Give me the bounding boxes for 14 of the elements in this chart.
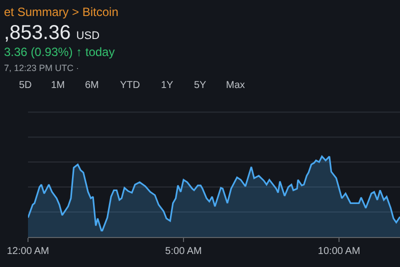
text: 1M bbox=[51, 80, 65, 91]
x-tick-label: 12:00 AM bbox=[6, 246, 50, 257]
text: 6M bbox=[85, 80, 99, 91]
text: 7, 12:23 PM UTC · bbox=[4, 63, 80, 73]
x-tick-label: 5:00 AM bbox=[165, 246, 202, 257]
text: 5D bbox=[19, 80, 32, 91]
text: 1Y bbox=[161, 80, 174, 91]
text: Max bbox=[226, 80, 245, 91]
text: ,853.36 USD bbox=[4, 22, 100, 44]
chart-title: et Summary > Bitcoin bbox=[4, 5, 118, 19]
text: YTD bbox=[120, 80, 140, 91]
text: 5Y bbox=[194, 80, 207, 91]
text: 3.36 (0.93%) ↑ today bbox=[4, 45, 115, 59]
x-tick-label: 10:00 AM bbox=[318, 246, 360, 257]
